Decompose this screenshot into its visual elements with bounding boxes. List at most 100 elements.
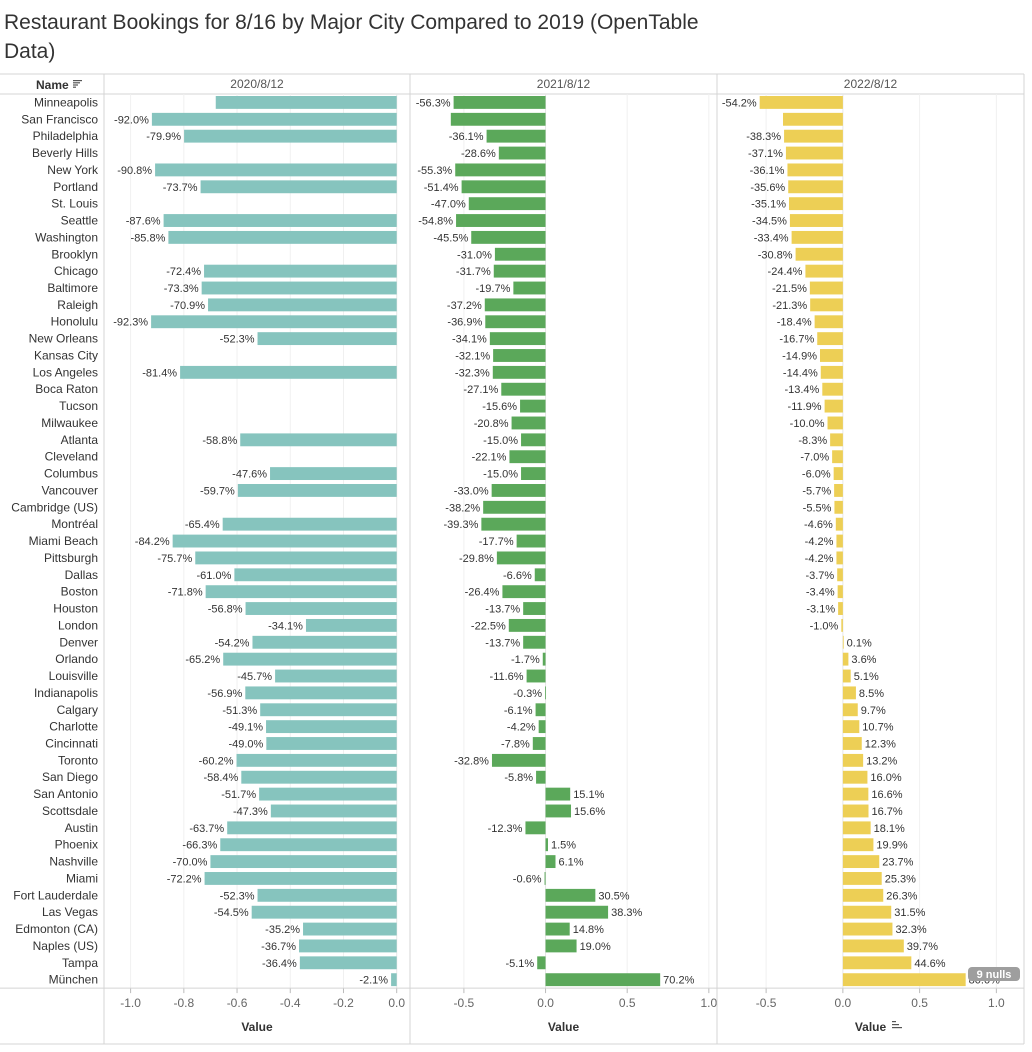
bar-2022/8/12-Boston bbox=[837, 585, 843, 599]
tick-label: 0.0 bbox=[835, 996, 852, 1010]
bar-2020/8/12-Boston bbox=[205, 585, 397, 599]
bar-2020/8/12-Orlando bbox=[223, 652, 397, 666]
bar-2021/8/12-Pittsburgh bbox=[496, 551, 546, 565]
category-label: Baltimore bbox=[47, 281, 98, 295]
data-label: 10.7% bbox=[862, 722, 893, 734]
bar-2020/8/12-Honolulu bbox=[151, 315, 397, 329]
bar-2022/8/12-San Francisco bbox=[783, 112, 843, 126]
data-label: -49.0% bbox=[228, 738, 263, 750]
row-header-name: Name bbox=[36, 78, 69, 92]
data-label: -34.1% bbox=[452, 334, 487, 346]
category-label: Minneapolis bbox=[34, 95, 98, 109]
data-label: 12.3% bbox=[865, 738, 896, 750]
category-label: Denver bbox=[59, 635, 98, 649]
category-label: Las Vegas bbox=[42, 905, 98, 919]
data-label: -56.8% bbox=[208, 604, 243, 616]
bar-2022/8/12-Indianapolis bbox=[842, 686, 856, 700]
data-label: -14.9% bbox=[782, 350, 817, 362]
bar-2020/8/12-Seattle bbox=[163, 214, 397, 227]
bar-2022/8/12-Pittsburgh bbox=[836, 551, 843, 565]
data-label: -32.3% bbox=[455, 367, 490, 379]
axis-title-2: Value bbox=[548, 1020, 580, 1034]
category-label: Tucson bbox=[59, 399, 98, 413]
tick-label: 0.0 bbox=[388, 996, 405, 1010]
data-label: -92.0% bbox=[114, 114, 149, 126]
data-label: -35.1% bbox=[751, 199, 786, 211]
bar-2021/8/12-Scottsdale bbox=[545, 804, 572, 818]
bar-2022/8/12-Charlotte bbox=[842, 720, 860, 734]
data-label: 25.3% bbox=[885, 873, 916, 885]
bar-2022/8/12-Dallas bbox=[837, 568, 843, 582]
bar-2022/8/12-Seattle bbox=[789, 214, 843, 227]
data-label: -59.7% bbox=[200, 485, 235, 497]
data-label: -55.3% bbox=[417, 165, 452, 177]
axis-sort-icon[interactable] bbox=[892, 1021, 902, 1029]
axis-title-3: Value bbox=[855, 1020, 887, 1034]
data-label: -10.0% bbox=[790, 418, 825, 430]
bar-2021/8/12-Portland bbox=[461, 180, 546, 194]
tick-label: -0.6 bbox=[227, 996, 248, 1010]
panel-header-2: 2021/8/12 bbox=[537, 77, 591, 91]
bar-2020/8/12-Scottsdale bbox=[270, 804, 397, 818]
data-label: -16.7% bbox=[779, 334, 814, 346]
bar-2020/8/12-München bbox=[391, 973, 397, 987]
category-label: Austin bbox=[65, 821, 98, 835]
bar-2021/8/12-Honolulu bbox=[485, 315, 546, 329]
category-label: New Orleans bbox=[29, 332, 98, 346]
data-label: -79.9% bbox=[146, 131, 181, 143]
category-label: Milwaukee bbox=[41, 416, 98, 430]
category-label: Brooklyn bbox=[51, 247, 98, 261]
data-label: 8.5% bbox=[859, 688, 884, 700]
category-label: Honolulu bbox=[51, 315, 98, 329]
data-label: -6.6% bbox=[503, 570, 532, 582]
nulls-badge[interactable] bbox=[968, 967, 1020, 981]
data-label: -15.0% bbox=[483, 469, 518, 481]
data-label: -38.2% bbox=[445, 502, 480, 514]
category-label: Kansas City bbox=[34, 348, 98, 362]
data-label: -5.5% bbox=[803, 502, 832, 514]
bar-2020/8/12-Fort Lauderdale bbox=[257, 888, 397, 902]
data-label: -56.9% bbox=[207, 688, 242, 700]
chart-title: Restaurant Bookings for 8/16 by Major Ci… bbox=[4, 11, 699, 63]
panel-header-3: 2022/8/12 bbox=[844, 77, 898, 91]
bar-2022/8/12-Austin bbox=[842, 821, 871, 835]
data-label: -4.6% bbox=[804, 519, 833, 531]
bar-2021/8/12-Miami bbox=[544, 872, 546, 885]
bar-2020/8/12-Nashville bbox=[210, 855, 397, 869]
bar-2021/8/12-Columbus bbox=[521, 467, 546, 481]
data-label: -2.1% bbox=[359, 975, 388, 987]
bar-2020/8/12-Miami Beach bbox=[172, 534, 397, 548]
category-label: Edmonton (CA) bbox=[15, 922, 98, 936]
bar-2022/8/12-Edmonton (CA) bbox=[842, 922, 893, 936]
data-label: -84.2% bbox=[135, 536, 170, 548]
data-label: 31.5% bbox=[894, 907, 925, 919]
bar-2021/8/12-New Orleans bbox=[489, 332, 546, 346]
data-label: 19.9% bbox=[876, 840, 907, 852]
data-label: -81.4% bbox=[142, 367, 177, 379]
bar-2021/8/12-Calgary bbox=[535, 703, 546, 717]
category-label: Indianapolis bbox=[34, 686, 98, 700]
data-label: -0.6% bbox=[513, 873, 542, 885]
data-label: -3.1% bbox=[806, 604, 835, 616]
data-label: -70.9% bbox=[170, 300, 205, 312]
category-label: Boston bbox=[61, 585, 98, 599]
data-label: -13.4% bbox=[784, 384, 819, 396]
category-label: Toronto bbox=[58, 753, 98, 767]
bar-2020/8/12-Los Angeles bbox=[180, 365, 397, 379]
bar-2022/8/12-Atlanta bbox=[830, 433, 843, 447]
bar-2021/8/12-Baltimore bbox=[513, 281, 546, 295]
data-label: -58.4% bbox=[203, 772, 238, 784]
data-label: -4.2% bbox=[507, 722, 536, 734]
bar-2021/8/12-Chicago bbox=[493, 264, 546, 278]
data-label: -13.7% bbox=[485, 637, 520, 649]
category-label: Orlando bbox=[55, 652, 98, 666]
data-label: -7.8% bbox=[501, 738, 530, 750]
data-label: -92.3% bbox=[113, 317, 148, 329]
data-label: -37.2% bbox=[447, 300, 482, 312]
category-label: Tampa bbox=[62, 956, 98, 970]
data-label: -22.1% bbox=[472, 452, 507, 464]
bar-2021/8/12-Tucson bbox=[520, 399, 546, 413]
sort-icon[interactable] bbox=[73, 80, 82, 88]
data-label: -45.7% bbox=[237, 671, 272, 683]
tick-label: -0.2 bbox=[333, 996, 354, 1010]
